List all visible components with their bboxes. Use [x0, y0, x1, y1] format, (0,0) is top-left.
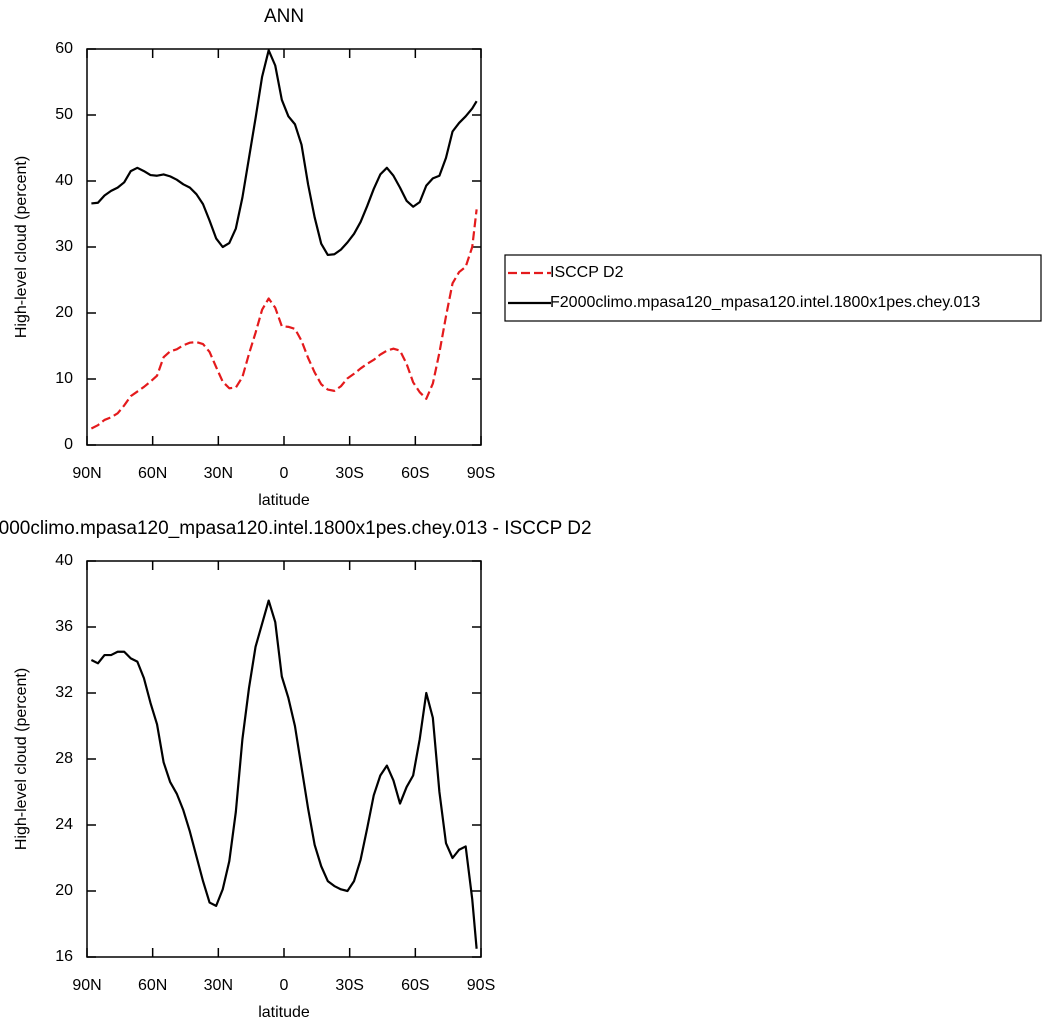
chart-title: ANN [264, 6, 304, 27]
x-tick-label: 60N [138, 977, 167, 994]
y-tick-label: 20 [55, 882, 73, 899]
x-tick-label: 60N [138, 465, 167, 482]
y-tick-label: 30 [55, 238, 73, 255]
x-tick-label: 90N [72, 977, 101, 994]
y-tick-label: 24 [55, 816, 73, 833]
x-tick-label: 30N [204, 465, 233, 482]
x-tick-label: 30N [204, 977, 233, 994]
x-tick-label: 60S [401, 977, 429, 994]
y-tick-label: 40 [55, 172, 73, 189]
data-line [90, 599, 478, 949]
y-tick-label: 60 [55, 40, 73, 57]
x-tick-label: 0 [280, 977, 289, 994]
x-tick-label: 30S [335, 465, 363, 482]
x-axis-label: latitude [258, 1004, 310, 1021]
y-tick-label: 0 [64, 436, 73, 453]
y-tick-label: 32 [55, 684, 73, 701]
plot-frame [86, 560, 482, 958]
x-tick-label: 90N [72, 465, 101, 482]
y-tick-label: 50 [55, 106, 73, 123]
y-tick-label: 40 [55, 552, 73, 569]
chart-title: F2000climo.mpasa120_mpasa120.intel.1800x… [0, 518, 592, 539]
data-line [91, 49, 478, 257]
x-tick-label: 90S [467, 977, 495, 994]
data-line [90, 209, 478, 430]
x-tick-label: 90S [467, 465, 495, 482]
y-tick-label: 20 [55, 304, 73, 321]
x-tick-label: 60S [401, 465, 429, 482]
legend-label: F2000climo.mpasa120_mpasa120.intel.1800x… [550, 294, 980, 311]
y-tick-label: 10 [55, 370, 73, 387]
legend-label: ISCCP D2 [550, 264, 624, 281]
legend-box [504, 254, 1042, 322]
y-tick-label: 28 [55, 750, 73, 767]
plot-frame [86, 48, 482, 446]
y-axis-label: High-level cloud (percent) [13, 156, 30, 338]
x-tick-label: 30S [335, 977, 363, 994]
y-axis-label: High-level cloud (percent) [13, 668, 30, 850]
x-axis-label: latitude [258, 492, 310, 509]
y-tick-label: 36 [55, 618, 73, 635]
x-tick-label: 0 [280, 465, 289, 482]
legend: ISCCP D2 F2000climo.mpasa120_mpasa120.int… [504, 254, 1042, 322]
y-tick-label: 16 [55, 948, 73, 965]
